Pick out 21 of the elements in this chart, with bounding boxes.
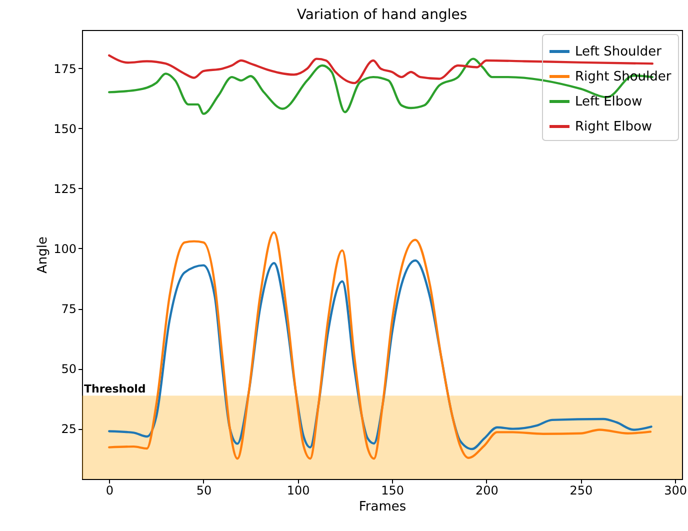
x-tick-label: 50 — [196, 484, 212, 498]
x-tick-label: 0 — [106, 484, 114, 498]
x-tick-label: 200 — [475, 484, 498, 498]
y-tick-label: 75 — [61, 302, 76, 316]
y-tick-label: 150 — [54, 122, 76, 136]
legend-label: Left Elbow — [575, 94, 643, 110]
x-tick-label: 100 — [286, 484, 310, 498]
legend-label: Right Elbow — [575, 120, 652, 134]
x-tick-label: 150 — [381, 484, 404, 498]
y-tick-label: 50 — [61, 362, 76, 376]
band-label: Threshold — [84, 382, 146, 396]
y-tick-label: 175 — [54, 62, 76, 76]
legend-label: Left Shoulder — [575, 44, 662, 60]
x-tick-label: 250 — [570, 484, 593, 498]
y-tick-label: 125 — [54, 182, 76, 196]
y-tick-label: 25 — [61, 422, 76, 436]
y-axis-title: Angle — [36, 236, 51, 274]
chart-title: Variation of hand angles — [296, 7, 468, 23]
y-tick-label: 100 — [54, 242, 76, 256]
x-axis-title: Frames — [358, 500, 406, 514]
x-tick-label: 300 — [664, 484, 687, 498]
